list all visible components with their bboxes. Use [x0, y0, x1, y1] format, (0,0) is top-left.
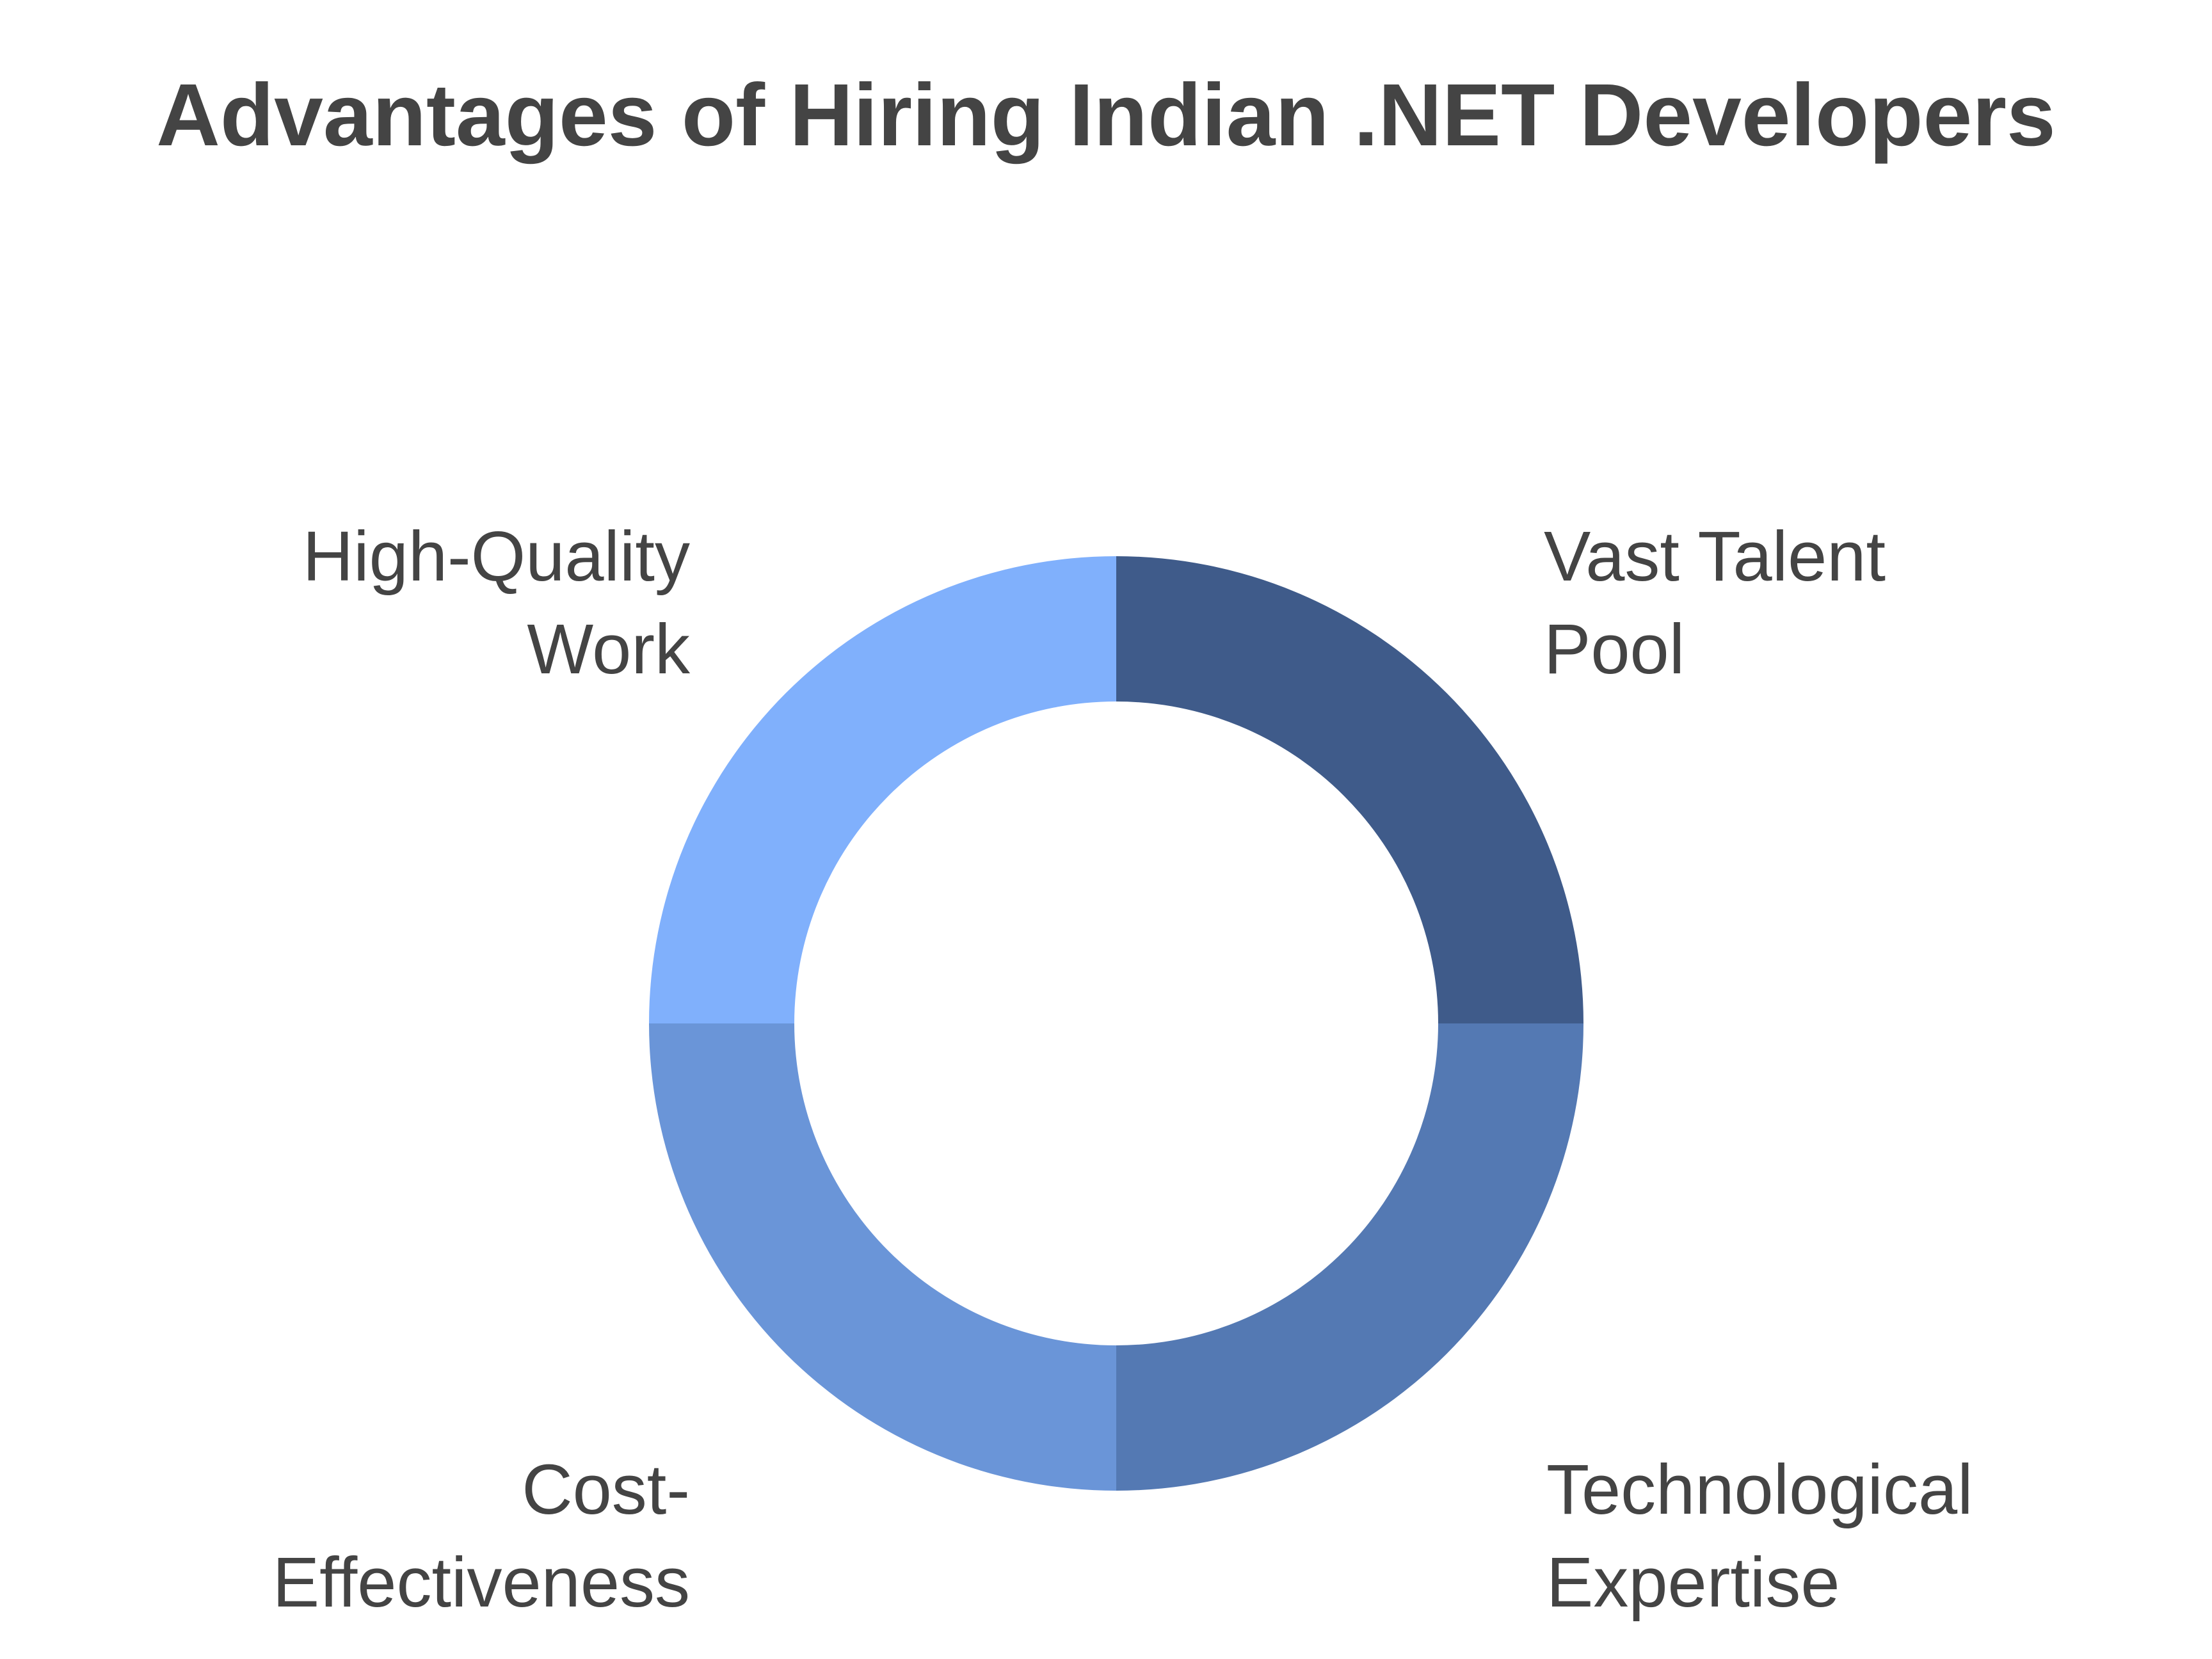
- donut-segment: [649, 1023, 1116, 1491]
- donut-segment: [649, 556, 1116, 1023]
- segment-label: Cost-Effectiveness: [272, 1450, 690, 1622]
- segment-label: Vast Talent Pool: [1544, 517, 1886, 689]
- donut-segment: [1116, 1023, 1583, 1491]
- chart-title: Advantages of Hiring Indian .NET Develop…: [156, 66, 2056, 164]
- segment-label: High-Quality Work: [302, 517, 690, 689]
- donut-segment: [1116, 556, 1583, 1023]
- segment-label: Technological Expertise: [1546, 1450, 1973, 1622]
